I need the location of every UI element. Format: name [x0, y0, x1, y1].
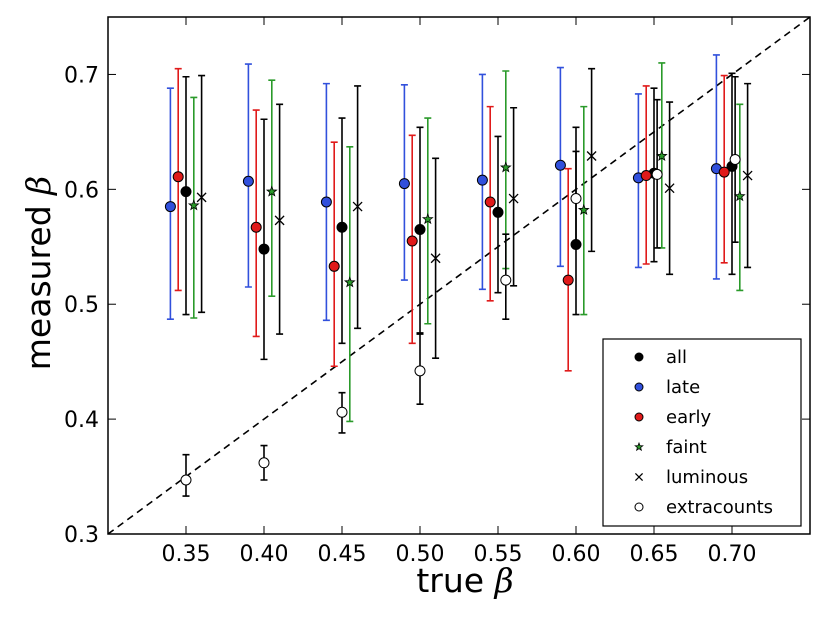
y-axis-label-text: measured [19, 205, 58, 370]
point-early [328, 260, 340, 272]
error-bar-luminous [510, 106, 518, 287]
point-luminous [430, 253, 441, 264]
point-faint [733, 190, 746, 202]
point-extracounts [651, 168, 663, 180]
point-faint [265, 185, 278, 197]
point-late [242, 175, 254, 187]
point-all [180, 186, 192, 198]
point-luminous [274, 215, 285, 226]
y-tick-label: 0.4 [64, 408, 99, 433]
point-faint [343, 276, 356, 288]
x-tick-label: 0.45 [318, 542, 367, 567]
series-late [164, 54, 722, 322]
point-late [320, 196, 332, 208]
point-late [476, 174, 488, 186]
point-early [640, 170, 652, 182]
series-faint [187, 62, 746, 423]
point-extracounts [336, 406, 348, 418]
x-tick-label: 0.70 [708, 542, 757, 567]
point-faint [655, 149, 668, 161]
point-luminous [664, 183, 675, 194]
y-tick-label: 0.7 [64, 63, 99, 88]
x-tick-label: 0.40 [240, 542, 289, 567]
point-extracounts [180, 474, 192, 486]
x-axis-label-symbol: β [493, 561, 514, 600]
point-extracounts [570, 193, 582, 205]
axes-layer: 0.35 0.40 0.45 0.50 0.55 0.60 0.65 0.70 0.3 0.4 0.… [64, 16, 811, 567]
error-bar-early [564, 167, 572, 372]
point-late [164, 201, 176, 213]
legend-marker-early [634, 412, 644, 422]
legend-label-early: early [666, 407, 712, 428]
x-tick-label: 0.35 [162, 542, 211, 567]
y-axis-label-symbol: β [19, 176, 58, 197]
series-early [172, 67, 730, 372]
y-tick-label: 0.3 [64, 523, 99, 548]
point-extracounts [414, 365, 426, 377]
x-tick-label: 0.60 [552, 542, 601, 567]
legend-label-late: late [666, 377, 700, 398]
legend: all late early faint luminous extracounts [602, 338, 802, 527]
plot-layer [108, 17, 810, 534]
point-early [484, 196, 496, 208]
point-luminous [742, 170, 753, 181]
point-early [562, 274, 574, 286]
series-all [180, 72, 738, 361]
y-axis-label: measured β [19, 176, 58, 370]
x-tick-label: 0.50 [396, 542, 445, 567]
legend-box [602, 338, 802, 527]
legend-label-faint: faint [666, 437, 707, 458]
point-faint [577, 203, 590, 215]
error-bar-luminous [198, 74, 206, 314]
point-early [718, 166, 730, 178]
y-tick-label: 0.6 [64, 178, 99, 203]
point-luminous [508, 193, 519, 204]
legend-label-all: all [666, 347, 687, 368]
point-luminous [196, 192, 207, 203]
legend-marker-luminous [634, 472, 644, 482]
point-early [172, 171, 184, 183]
point-late [398, 178, 410, 190]
legend-marker-extracounts [634, 502, 644, 512]
legend-marker-late [634, 382, 644, 392]
point-early [406, 235, 418, 247]
legend-marker-all [634, 352, 644, 362]
series-extracounts [180, 75, 741, 497]
error-bar-late [244, 63, 252, 288]
reference-line [108, 17, 810, 534]
error-bar-luminous [276, 103, 284, 335]
series-luminous [196, 67, 753, 360]
x-tick-label: 0.65 [630, 542, 679, 567]
point-all [258, 243, 270, 255]
y-tick-label: 0.5 [64, 293, 99, 318]
legend-label-extracounts: extracounts [666, 497, 773, 518]
point-all [414, 224, 426, 236]
point-faint [421, 213, 434, 225]
legend-marker-faint [634, 441, 644, 452]
x-tick-label: 0.55 [474, 542, 523, 567]
point-luminous [352, 201, 363, 212]
legend-label-luminous: luminous [666, 467, 748, 488]
x-axis-label-text: true [416, 561, 484, 600]
plot-frame [107, 16, 811, 535]
point-luminous [586, 151, 597, 161]
point-extracounts [729, 153, 741, 165]
point-all [336, 221, 348, 233]
point-faint [499, 161, 512, 173]
point-extracounts [500, 274, 512, 286]
x-axis-label: true β [416, 561, 513, 600]
point-late [554, 159, 566, 171]
point-early [250, 221, 262, 233]
error-bar-all [260, 118, 268, 361]
error-bar-early [330, 141, 338, 368]
error-bar-luminous [588, 67, 596, 253]
point-all [492, 206, 504, 218]
point-extracounts [258, 457, 270, 469]
error-bar-all [728, 72, 736, 276]
point-faint [187, 199, 200, 211]
